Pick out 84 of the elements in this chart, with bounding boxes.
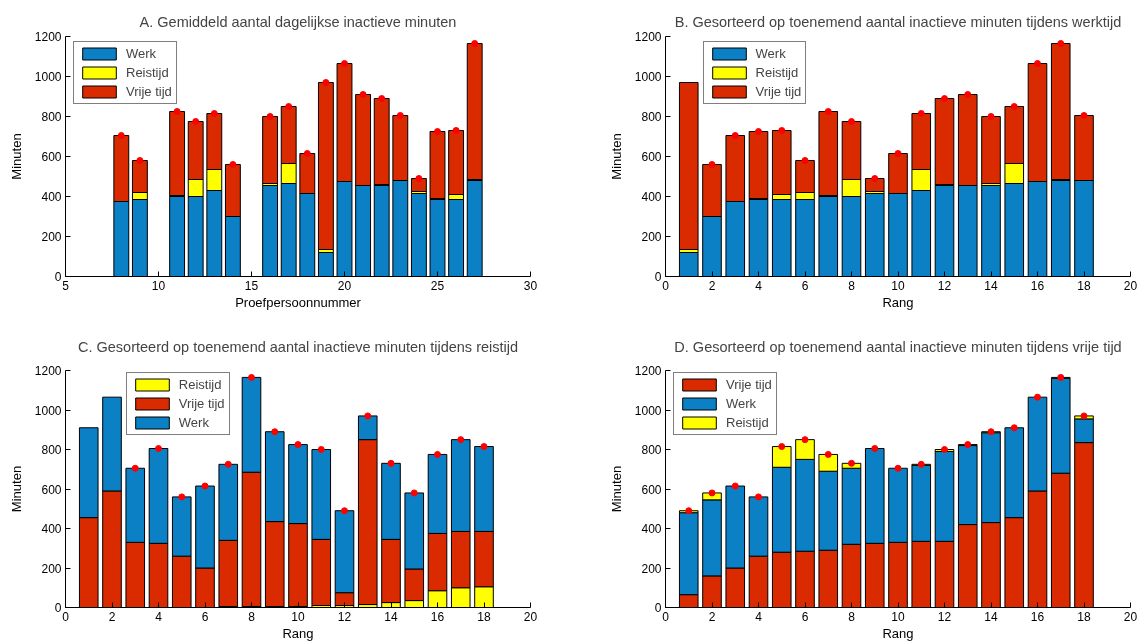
y-tick-label: 800 xyxy=(641,110,662,124)
x-tick-label: 20 xyxy=(523,609,538,624)
legend-label: Vrije tijd xyxy=(755,84,802,99)
x-tick-label: 25 xyxy=(430,278,445,293)
legend-label: Werk xyxy=(755,46,786,61)
x-tick-label: 2 xyxy=(708,278,716,293)
x-tick-label: 12 xyxy=(337,609,352,624)
x-tick-label: 16 xyxy=(1030,609,1045,624)
y-tick-label: 400 xyxy=(641,190,662,204)
x-tick-label: 30 xyxy=(523,278,538,293)
y-tick-label: 200 xyxy=(41,561,62,576)
y-tick-label: 600 xyxy=(641,482,662,497)
y-tick-label: 200 xyxy=(641,561,662,576)
x-tick-label: 6 xyxy=(801,609,809,624)
x-tick-label: 2 xyxy=(708,609,716,624)
x-axis-title: Rang xyxy=(882,294,914,310)
x-axis-title: Rang xyxy=(882,625,914,641)
x-tick-label: 8 xyxy=(848,609,856,624)
x-tick-label: 4 xyxy=(755,278,763,293)
y-axis-title: Minuten xyxy=(8,465,24,513)
y-tick-label: 400 xyxy=(41,190,62,204)
x-axis-title: Proefpersoonnummer xyxy=(235,294,362,310)
y-tick-label: 800 xyxy=(41,443,62,457)
x-tick-label: 10 xyxy=(151,278,166,293)
x-tick-label: 18 xyxy=(1077,278,1091,293)
x-tick-label: 18 xyxy=(477,609,491,624)
x-tick-label: 5 xyxy=(62,278,70,293)
x-tick-label: 16 xyxy=(430,609,445,624)
x-tick-label: 4 xyxy=(155,609,163,624)
x-tick-label: 18 xyxy=(1077,609,1091,624)
y-tick-label: 400 xyxy=(641,522,662,536)
y-tick-label: 1000 xyxy=(34,70,62,84)
legend-label: Werk xyxy=(726,396,757,411)
legend-label: Vrije tijd xyxy=(726,377,772,392)
x-tick-label: 20 xyxy=(1123,609,1138,624)
y-tick-label: 600 xyxy=(41,150,62,164)
x-tick-label: 20 xyxy=(1123,278,1138,293)
y-tick-label: 800 xyxy=(641,443,662,457)
chart-title: D. Gesorteerd op toenemend aantal inactieve minuten tijdens vrije tijd xyxy=(674,338,1122,355)
x-tick-label: 14 xyxy=(384,609,398,624)
chart-title: A. Gemiddeld aantal dagelijkse inactieve minuten xyxy=(139,13,457,30)
y-tick-label: 1200 xyxy=(634,30,662,44)
x-tick-label: 8 xyxy=(248,609,256,624)
legend-label: Reistijd xyxy=(178,377,222,392)
x-tick-label: 6 xyxy=(801,278,809,293)
y-tick-label: 1200 xyxy=(34,30,62,44)
y-tick-label: 200 xyxy=(641,230,662,244)
y-tick-label: 1200 xyxy=(634,364,662,378)
legend-label: Reistijd xyxy=(755,65,799,80)
y-tick-label: 600 xyxy=(641,150,662,164)
y-axis-title: Minuten xyxy=(608,465,624,513)
legend-label: Werk xyxy=(178,415,209,430)
y-tick-label: 800 xyxy=(41,110,62,124)
x-tick-label: 10 xyxy=(291,609,305,624)
x-tick-label: 14 xyxy=(984,278,998,293)
x-tick-label: 10 xyxy=(891,278,905,293)
x-tick-label: 12 xyxy=(937,278,952,293)
y-axis-title: Minuten xyxy=(608,133,624,180)
x-tick-label: 2 xyxy=(108,609,116,624)
y-tick-label: 600 xyxy=(41,482,62,497)
legend-label: Vrije tijd xyxy=(126,84,172,99)
chart-title: C. Gesorteerd op toenemend aantal inactieve minuten tijdens reistijd xyxy=(77,338,519,355)
y-tick-label: 1200 xyxy=(34,364,62,378)
x-tick-label: 10 xyxy=(891,609,905,624)
legend-label: Reistijd xyxy=(726,415,769,430)
x-tick-label: 16 xyxy=(1030,278,1045,293)
y-tick-label: 1000 xyxy=(634,403,662,418)
legend-label: Reistijd xyxy=(126,65,169,80)
legend-label: Vrije tijd xyxy=(178,396,225,411)
y-axis-title: Minuten xyxy=(8,133,24,180)
x-tick-label: 14 xyxy=(984,609,998,624)
y-tick-label: 1000 xyxy=(34,403,62,418)
y-tick-label: 200 xyxy=(41,230,62,244)
chart-title: B. Gesorteerd op toenemend aantal inactieve minuten tijdens werktijd xyxy=(674,13,1122,30)
x-tick-label: 12 xyxy=(937,609,952,624)
x-tick-label: 8 xyxy=(848,278,856,293)
legend-label: Werk xyxy=(126,46,157,61)
y-tick-label: 400 xyxy=(41,522,62,536)
x-tick-label: 15 xyxy=(244,278,259,293)
y-tick-label: 1000 xyxy=(634,70,662,84)
x-tick-label: 6 xyxy=(201,609,209,624)
x-axis-title: Rang xyxy=(282,625,314,641)
x-tick-label: 4 xyxy=(755,609,763,624)
x-tick-label: 20 xyxy=(337,278,352,293)
